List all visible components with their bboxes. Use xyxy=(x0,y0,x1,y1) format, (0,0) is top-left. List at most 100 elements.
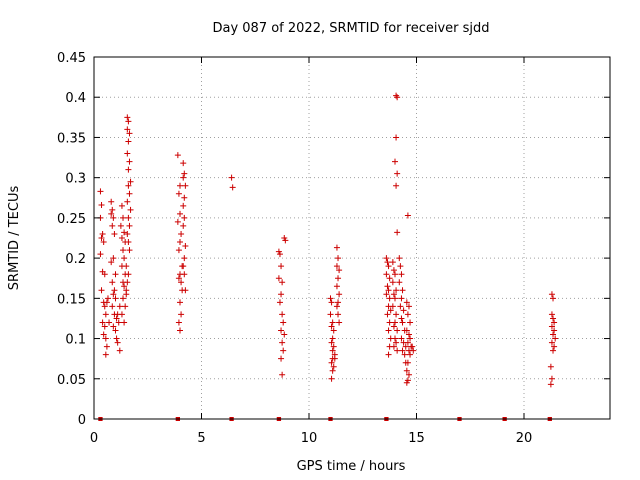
data-point xyxy=(228,174,235,181)
data-point xyxy=(97,251,104,258)
x-tick-label: 20 xyxy=(516,431,533,446)
data-point xyxy=(123,291,130,298)
data-point xyxy=(97,188,104,195)
data-point xyxy=(393,311,400,318)
data-point xyxy=(404,359,411,366)
data-point xyxy=(550,295,557,302)
data-point xyxy=(330,327,337,334)
data-point xyxy=(390,343,397,350)
data-point xyxy=(400,307,407,314)
data-point xyxy=(394,347,401,354)
data-point xyxy=(110,323,117,330)
data-point xyxy=(282,237,289,244)
data-point xyxy=(331,355,338,362)
y-tick-label: 0.45 xyxy=(57,51,86,66)
data-point xyxy=(114,339,121,346)
data-point xyxy=(397,263,404,270)
data-point xyxy=(115,319,122,326)
data-point xyxy=(124,198,131,205)
data-point xyxy=(113,315,120,322)
data-point xyxy=(126,130,133,137)
data-point xyxy=(279,311,286,318)
data-point xyxy=(394,170,401,177)
data-point xyxy=(336,267,343,274)
data-point xyxy=(181,214,188,221)
data-point xyxy=(108,259,115,266)
data-point xyxy=(333,303,340,310)
data-point xyxy=(279,371,286,378)
data-point xyxy=(177,299,183,306)
data-point xyxy=(102,311,109,318)
data-points xyxy=(97,92,559,388)
data-point xyxy=(398,271,405,278)
data-point xyxy=(104,295,111,302)
data-point xyxy=(111,287,118,294)
data-point xyxy=(125,271,132,278)
data-point xyxy=(112,271,119,278)
data-point xyxy=(401,351,408,358)
data-point xyxy=(329,367,336,374)
x-tick-label: 5 xyxy=(197,431,205,446)
y-tick-label: 0.25 xyxy=(57,212,86,227)
x-tick-label: 15 xyxy=(408,431,425,446)
data-point xyxy=(182,243,189,250)
data-point xyxy=(407,335,414,342)
data-point xyxy=(404,339,411,346)
data-point xyxy=(122,303,129,310)
data-point xyxy=(394,229,401,236)
data-point xyxy=(405,371,412,378)
data-point xyxy=(548,311,555,318)
data-point xyxy=(121,319,128,326)
x-tick-label: 10 xyxy=(301,431,318,446)
plot-frame xyxy=(93,56,611,420)
data-point xyxy=(386,295,393,302)
data-point xyxy=(103,299,110,306)
data-point xyxy=(394,94,401,101)
data-point xyxy=(121,283,128,290)
data-point xyxy=(121,229,128,236)
data-point xyxy=(123,263,130,270)
data-point xyxy=(177,210,183,217)
data-point xyxy=(333,244,340,251)
data-point xyxy=(328,323,335,330)
data-point xyxy=(335,311,342,318)
data-point xyxy=(180,263,187,270)
data-point xyxy=(178,279,185,286)
y-tick-label: 0.3 xyxy=(65,172,86,187)
data-point xyxy=(125,138,132,145)
data-point xyxy=(109,206,116,213)
data-point xyxy=(101,323,108,330)
data-point xyxy=(100,331,107,338)
data-point xyxy=(551,319,558,326)
data-point xyxy=(383,291,390,298)
data-point xyxy=(397,303,404,310)
data-point xyxy=(111,230,118,237)
data-point xyxy=(394,327,401,334)
data-point xyxy=(410,347,417,354)
data-point xyxy=(278,355,285,362)
data-point xyxy=(392,271,398,278)
data-point xyxy=(124,126,131,133)
data-point xyxy=(181,170,188,177)
data-point xyxy=(117,222,124,229)
x-axis-title: GPS time / hours xyxy=(297,459,406,474)
data-point xyxy=(328,299,335,306)
data-point xyxy=(333,263,340,270)
data-point xyxy=(278,327,285,334)
data-point xyxy=(101,271,108,278)
data-point xyxy=(398,315,405,322)
data-point xyxy=(551,343,558,350)
data-point xyxy=(398,335,405,342)
data-point xyxy=(551,327,558,334)
data-point xyxy=(125,166,132,173)
data-point xyxy=(174,218,181,225)
data-point xyxy=(404,311,411,318)
data-point xyxy=(548,323,555,330)
data-point xyxy=(102,335,109,342)
data-point xyxy=(330,343,337,350)
data-point xyxy=(124,230,131,237)
data-point xyxy=(180,202,187,209)
data-point xyxy=(182,287,189,294)
data-point xyxy=(110,291,117,298)
